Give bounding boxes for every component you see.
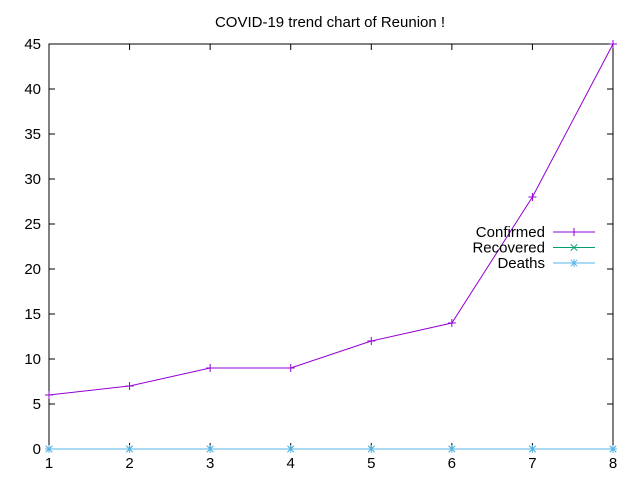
data-point-deaths: [206, 445, 215, 453]
data-point-confirmed: [125, 382, 134, 390]
data-point-deaths: [286, 445, 295, 453]
x-tick-label: 5: [367, 455, 375, 472]
x-tick-label: 7: [528, 455, 536, 472]
x-tick-label: 1: [45, 455, 53, 472]
series-group: [45, 40, 617, 453]
data-point-confirmed: [45, 391, 53, 399]
y-tick-label: 45: [24, 36, 41, 53]
y-tick-label: 20: [24, 261, 41, 278]
data-point-deaths: [528, 445, 537, 453]
legend-label-recovered: Recovered: [472, 240, 545, 257]
y-tick-label: 15: [24, 306, 41, 323]
y-tick-label: 5: [33, 396, 41, 413]
legend-marker-deaths: [570, 259, 578, 267]
data-point-deaths: [609, 445, 617, 453]
y-tick-label: 40: [24, 81, 41, 98]
y-tick-label: 0: [33, 441, 41, 458]
data-point-confirmed: [528, 193, 537, 201]
data-point-confirmed: [206, 364, 215, 372]
x-tick-label: 6: [448, 455, 456, 472]
x-tick-label: 2: [125, 455, 133, 472]
x-tick-label: 3: [206, 455, 214, 472]
data-point-deaths: [447, 445, 456, 453]
x-tick-label: 4: [287, 455, 295, 472]
series-line-confirmed: [48, 43, 614, 396]
y-tick-label: 25: [24, 216, 41, 233]
data-point-deaths: [367, 445, 376, 453]
legend-label-deaths: Deaths: [497, 255, 545, 272]
data-point-deaths: [45, 445, 53, 453]
data-point-confirmed: [609, 40, 617, 48]
data-point-confirmed: [286, 364, 295, 372]
data-point-confirmed: [367, 337, 376, 345]
data-point-confirmed: [447, 319, 456, 327]
legend-marker-recovered: [570, 243, 578, 252]
y-tick-label: 35: [24, 126, 41, 143]
legend-label-confirmed: Confirmed: [476, 224, 545, 241]
y-tick-label: 30: [24, 171, 41, 188]
legend-marker-confirmed: [570, 228, 578, 236]
x-tick-label: 8: [609, 455, 617, 472]
data-point-deaths: [125, 445, 134, 453]
chart-title: COVID-19 trend chart of Reunion !: [215, 14, 445, 31]
y-tick-label: 10: [24, 351, 41, 368]
